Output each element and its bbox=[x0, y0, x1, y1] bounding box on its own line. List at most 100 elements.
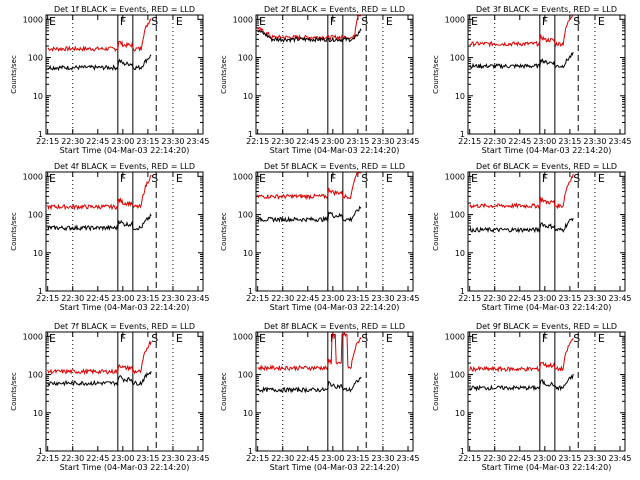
time-marker-label: S bbox=[573, 172, 580, 185]
x-tick-label: 23:15 bbox=[558, 294, 581, 303]
x-axis-label: Start Time (04-Mar-03 22:14:20) bbox=[60, 146, 190, 155]
y-axis-label: Counts/sec bbox=[432, 212, 440, 251]
events-series-line bbox=[469, 373, 574, 392]
chart-title: Det 3f BLACK = Events, RED = LLD bbox=[476, 5, 617, 14]
time-marker-label: E bbox=[598, 15, 605, 28]
time-marker-label: S bbox=[361, 172, 368, 185]
time-marker-label: F bbox=[330, 15, 336, 28]
time-marker-label: E bbox=[386, 172, 393, 185]
time-marker-label: F bbox=[542, 172, 548, 185]
y-axis-label: Counts/sec bbox=[10, 212, 18, 251]
x-tick-label: 23:00 bbox=[321, 137, 344, 146]
lld-series-line bbox=[469, 337, 574, 373]
time-marker-label: F bbox=[330, 172, 336, 185]
x-tick-label: 22:30 bbox=[483, 137, 506, 146]
time-marker-label: F bbox=[542, 332, 548, 345]
time-marker-label: E bbox=[176, 172, 183, 185]
time-marker-label: E bbox=[598, 172, 605, 185]
time-marker-label: F bbox=[120, 15, 126, 28]
events-series-line bbox=[257, 205, 362, 223]
y-tick-label: 100 bbox=[238, 54, 253, 63]
x-tick-label: 23:00 bbox=[111, 454, 134, 463]
x-axis-label: Start Time (04-Mar-03 22:14:20) bbox=[270, 303, 400, 312]
y-axis-label: Counts/sec bbox=[432, 55, 440, 94]
x-tick-label: 23:15 bbox=[558, 137, 581, 146]
time-marker-label: E bbox=[471, 172, 478, 185]
x-tick-label: 23:45 bbox=[608, 294, 631, 303]
time-marker-label: S bbox=[573, 15, 580, 28]
chart-title: Det 5f BLACK = Events, RED = LLD bbox=[264, 162, 405, 171]
time-marker-label: E bbox=[259, 172, 266, 185]
x-tick-label: 22:30 bbox=[271, 294, 294, 303]
x-tick-label: 23:30 bbox=[371, 454, 394, 463]
chart-title: Det 1f BLACK = Events, RED = LLD bbox=[54, 5, 195, 14]
lld-series-line bbox=[469, 173, 574, 210]
x-tick-label: 22:15 bbox=[246, 137, 269, 146]
x-axis-label: Start Time (04-Mar-03 22:14:20) bbox=[270, 463, 400, 472]
y-tick-label: 10 bbox=[455, 92, 465, 101]
x-tick-label: 22:15 bbox=[36, 454, 59, 463]
x-tick-label: 23:00 bbox=[533, 454, 556, 463]
lld-series-line bbox=[257, 172, 362, 201]
lld-series-line bbox=[47, 174, 152, 211]
chart-panel: Det 3f BLACK = Events, RED = LLD 1 10 100 10… bbox=[432, 5, 632, 155]
time-marker-label: E bbox=[386, 332, 393, 345]
y-tick-label: 100 bbox=[238, 371, 253, 380]
lld-series-line bbox=[257, 15, 362, 41]
y-tick-label: 1 bbox=[460, 130, 465, 139]
chart-panel: Det 8f BLACK = Events, RED = LLD 1 10 100 10… bbox=[220, 322, 420, 472]
x-tick-label: 22:30 bbox=[61, 454, 84, 463]
y-tick-label: 1 bbox=[38, 130, 43, 139]
y-tick-label: 10 bbox=[455, 249, 465, 258]
time-marker-label: E bbox=[471, 15, 478, 28]
x-tick-label: 23:00 bbox=[111, 137, 134, 146]
x-tick-label: 23:15 bbox=[558, 454, 581, 463]
y-axis-label: Counts/sec bbox=[220, 212, 228, 251]
x-tick-label: 23:30 bbox=[161, 454, 184, 463]
time-marker-label: E bbox=[176, 332, 183, 345]
y-tick-label: 1000 bbox=[445, 15, 465, 24]
y-tick-label: 1 bbox=[248, 447, 253, 456]
chart-title: Det 6f BLACK = Events, RED = LLD bbox=[476, 162, 617, 171]
y-tick-label: 1000 bbox=[233, 332, 253, 341]
time-marker-label: E bbox=[386, 15, 393, 28]
time-marker-label: E bbox=[49, 332, 56, 345]
y-tick-label: 10 bbox=[243, 92, 253, 101]
y-tick-label: 100 bbox=[450, 371, 465, 380]
x-axis-label: Start Time (04-Mar-03 22:14:20) bbox=[482, 146, 612, 155]
chart-title: Det 7f BLACK = Events, RED = LLD bbox=[54, 322, 195, 331]
x-tick-label: 22:45 bbox=[86, 454, 109, 463]
y-tick-label: 1000 bbox=[23, 332, 43, 341]
chart-panel: Det 1f BLACK = Events, RED = LLD 1 10 100 10… bbox=[10, 5, 210, 155]
lld-series-line bbox=[47, 340, 152, 376]
x-tick-label: 23:45 bbox=[608, 137, 631, 146]
y-tick-label: 1000 bbox=[445, 332, 465, 341]
events-series-line bbox=[47, 213, 152, 232]
time-marker-label: E bbox=[49, 172, 56, 185]
x-axis-label: Start Time (04-Mar-03 22:14:20) bbox=[482, 303, 612, 312]
x-tick-label: 22:45 bbox=[296, 454, 319, 463]
y-tick-label: 1 bbox=[38, 447, 43, 456]
time-marker-label: E bbox=[259, 15, 266, 28]
time-marker-label: F bbox=[542, 15, 548, 28]
time-marker-label: E bbox=[176, 15, 183, 28]
y-tick-label: 1 bbox=[38, 287, 43, 296]
time-marker-label: E bbox=[471, 332, 478, 345]
chart-panel: Det 7f BLACK = Events, RED = LLD 1 10 100 10… bbox=[10, 322, 210, 472]
x-tick-label: 22:15 bbox=[458, 454, 481, 463]
x-tick-label: 23:30 bbox=[583, 454, 606, 463]
y-tick-label: 1 bbox=[460, 287, 465, 296]
x-tick-label: 23:00 bbox=[533, 294, 556, 303]
chart-panel: Det 9f BLACK = Events, RED = LLD 1 10 100 10… bbox=[432, 322, 632, 472]
x-tick-label: 23:00 bbox=[321, 454, 344, 463]
x-tick-label: 22:15 bbox=[246, 454, 269, 463]
x-tick-label: 22:45 bbox=[86, 294, 109, 303]
x-tick-label: 23:30 bbox=[371, 294, 394, 303]
x-tick-label: 22:30 bbox=[271, 454, 294, 463]
time-marker-label: E bbox=[598, 332, 605, 345]
lld-series-line bbox=[47, 18, 152, 53]
y-tick-label: 100 bbox=[28, 211, 43, 220]
y-tick-label: 10 bbox=[33, 409, 43, 418]
y-tick-label: 10 bbox=[33, 249, 43, 258]
